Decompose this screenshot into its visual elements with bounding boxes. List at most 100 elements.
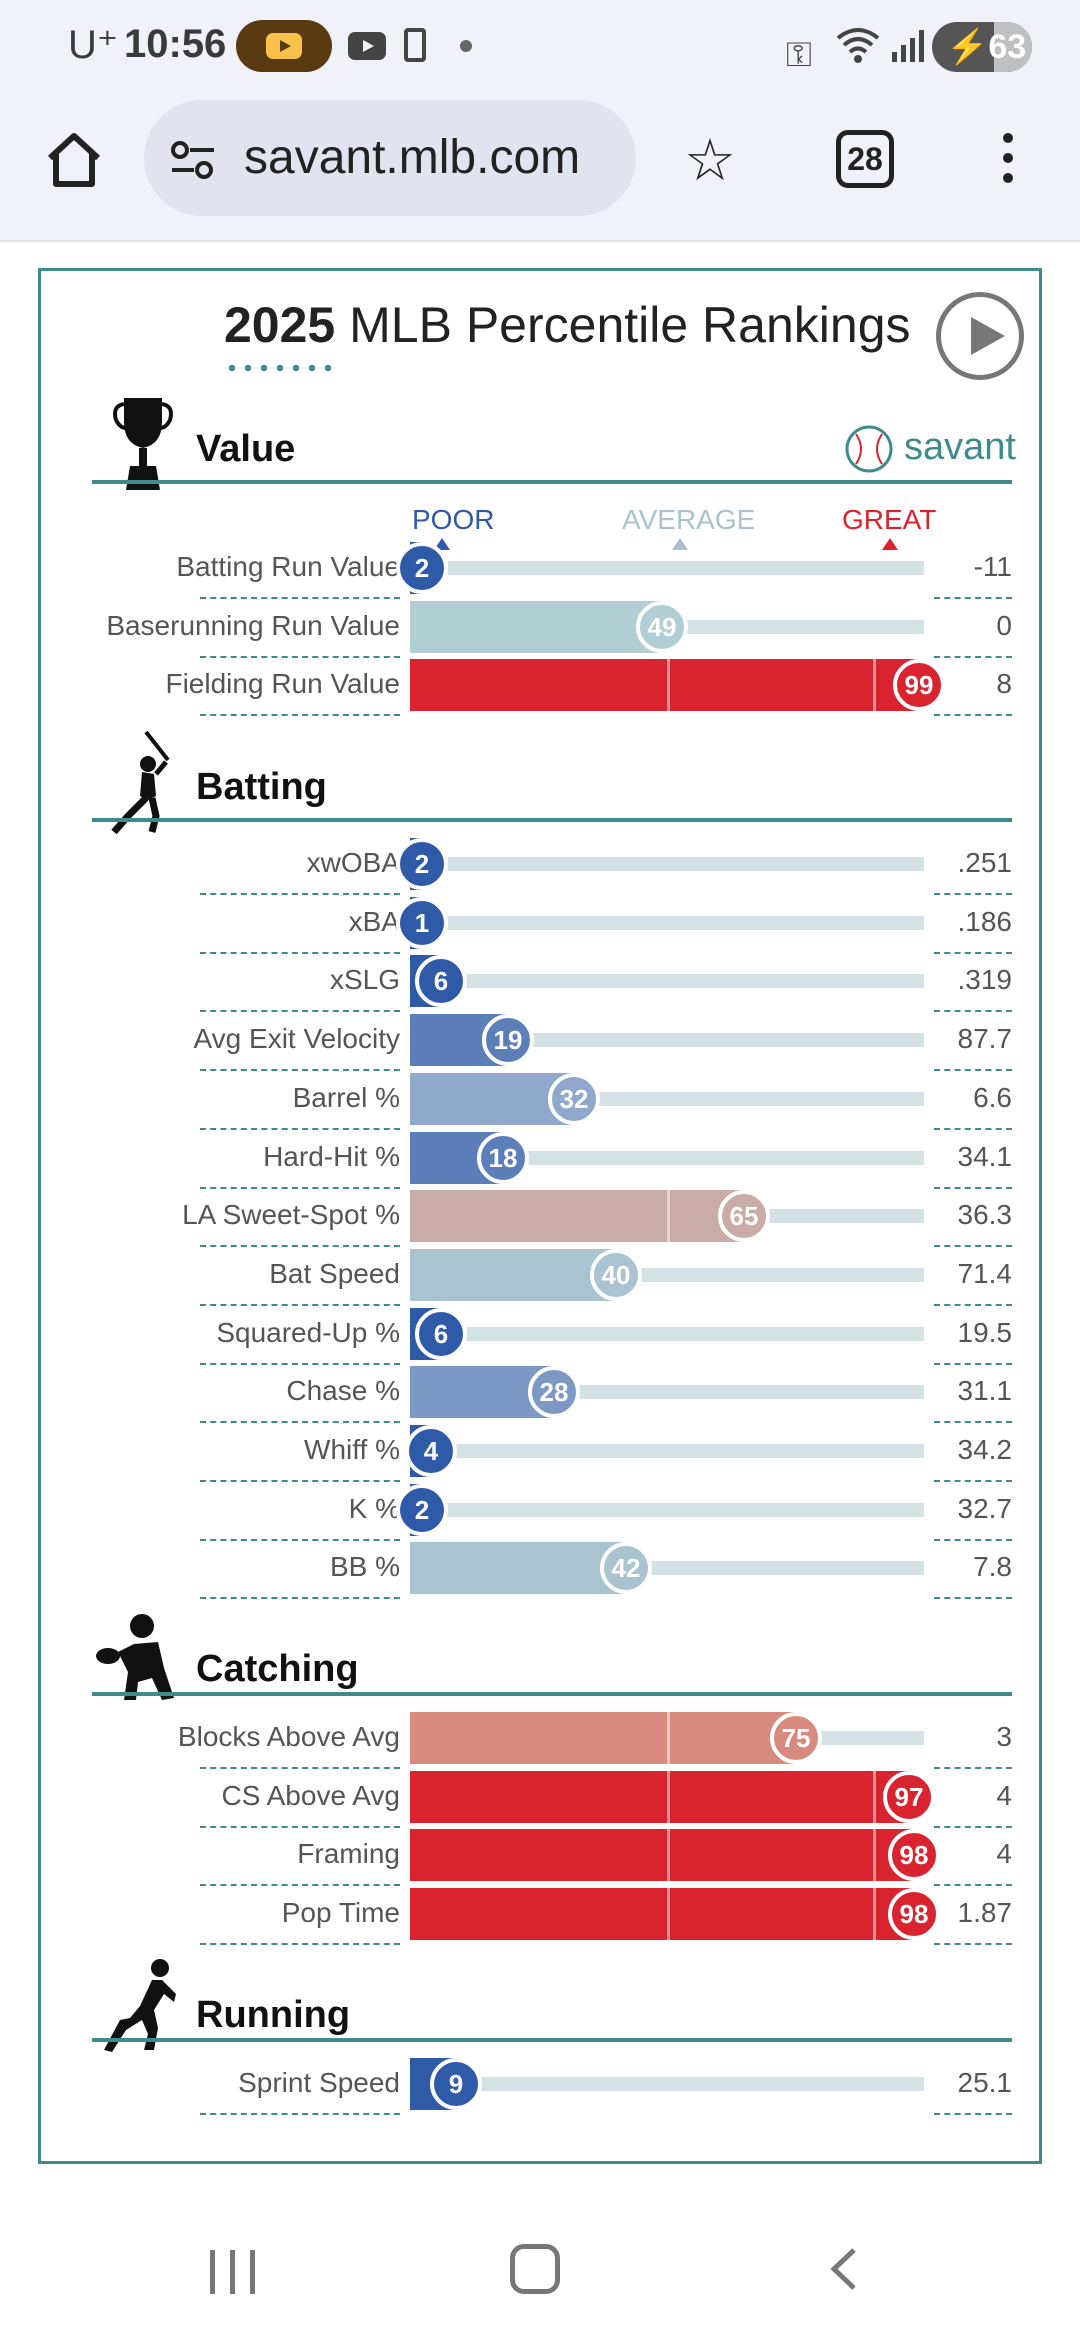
metric-label: Barrel % xyxy=(292,1082,400,1113)
percentile-track xyxy=(410,1503,924,1517)
percentile-track xyxy=(410,974,924,988)
legend-poor: POOR xyxy=(412,504,495,535)
row-divider xyxy=(200,1363,400,1365)
metric-value: 31.1 xyxy=(957,1375,1013,1406)
metric-label: BB % xyxy=(329,1551,400,1582)
more-menu-icon[interactable] xyxy=(998,130,1018,188)
title-year: 2025 xyxy=(224,297,336,353)
percentile-bar[interactable] xyxy=(410,601,662,653)
savant-brand: savant xyxy=(904,426,1016,468)
percentile-bar[interactable] xyxy=(410,1249,616,1301)
percentile-marker[interactable]: 1 xyxy=(396,897,448,949)
percentile-marker[interactable]: 75 xyxy=(770,1712,822,1764)
percentile-marker[interactable]: 6 xyxy=(415,1308,467,1360)
battery-indicator: ⚡63 xyxy=(932,22,1032,72)
row-divider xyxy=(934,1480,1012,1482)
row-divider xyxy=(934,597,1012,599)
home-icon[interactable] xyxy=(44,130,104,190)
youtube-icon xyxy=(348,32,386,60)
percentile-marker[interactable]: 6 xyxy=(415,955,467,1007)
row-divider xyxy=(934,1010,1012,1012)
row-divider xyxy=(200,1767,400,1769)
row-divider xyxy=(200,1597,400,1599)
row-divider xyxy=(934,1597,1012,1599)
percentile-marker[interactable]: 98 xyxy=(888,1888,940,1940)
trophy-icon xyxy=(113,398,173,490)
row-divider xyxy=(200,1245,400,1247)
percentile-marker[interactable]: 42 xyxy=(600,1542,652,1594)
section-divider xyxy=(92,480,1012,484)
row-divider xyxy=(934,714,1012,716)
metric-label: Bat Speed xyxy=(269,1258,400,1289)
bar-gridline xyxy=(667,1888,670,1940)
percentile-marker[interactable]: 18 xyxy=(477,1132,529,1184)
metric-value: 36.3 xyxy=(957,1199,1013,1230)
bar-gridline xyxy=(667,1712,670,1764)
percentile-track xyxy=(410,2077,924,2091)
section-divider xyxy=(92,2038,1012,2042)
bar-gridline xyxy=(873,1888,876,1940)
play-button[interactable] xyxy=(936,292,1024,380)
percentile-marker[interactable]: 99 xyxy=(893,659,945,711)
row-divider xyxy=(934,1539,1012,1541)
percentile-marker[interactable]: 65 xyxy=(718,1190,770,1242)
bookmark-star-icon[interactable]: ☆ xyxy=(684,128,736,193)
percentile-bar[interactable] xyxy=(410,1888,914,1940)
percentile-bar[interactable] xyxy=(410,1190,744,1242)
percentile-marker[interactable]: 98 xyxy=(888,1829,940,1881)
percentile-bar[interactable] xyxy=(410,1829,914,1881)
percentile-marker[interactable]: 40 xyxy=(590,1249,642,1301)
row-divider xyxy=(934,1069,1012,1071)
tab-switcher-button[interactable]: 28 xyxy=(836,130,894,188)
url-text[interactable]: savant.mlb.com xyxy=(244,131,581,184)
site-settings-icon[interactable] xyxy=(168,140,218,180)
percentile-track xyxy=(410,857,924,871)
metric-label: Chase % xyxy=(286,1375,400,1406)
metric-value: 34.2 xyxy=(957,1434,1013,1465)
catcher-icon xyxy=(96,1614,174,1700)
address-bar[interactable] xyxy=(144,100,636,216)
metric-label: xwOBA xyxy=(306,847,400,878)
percentile-bar[interactable] xyxy=(410,1542,626,1594)
percentile-track xyxy=(410,916,924,930)
percentile-marker[interactable]: 19 xyxy=(482,1014,534,1066)
section-title-running: Running xyxy=(196,1994,351,2036)
bar-gridline xyxy=(873,1771,876,1823)
back-icon[interactable] xyxy=(824,2246,870,2292)
percentile-marker[interactable]: 2 xyxy=(396,1484,448,1536)
status-bar xyxy=(0,0,1080,92)
percentile-bar[interactable] xyxy=(410,1771,909,1823)
percentile-bar[interactable] xyxy=(410,659,919,711)
percentile-marker[interactable]: 2 xyxy=(396,542,448,594)
percentile-bar[interactable] xyxy=(410,1073,574,1125)
legend-great: GREAT xyxy=(842,504,937,535)
row-divider xyxy=(934,2113,1012,2115)
metric-value: 8 xyxy=(996,668,1012,699)
percentile-track xyxy=(410,1033,924,1047)
percentile-marker[interactable]: 2 xyxy=(396,838,448,890)
row-divider xyxy=(200,1128,400,1130)
metric-label: Baserunning Run Value xyxy=(106,610,400,641)
percentile-marker[interactable]: 4 xyxy=(405,1425,457,1477)
percentile-marker[interactable]: 9 xyxy=(430,2058,482,2110)
row-divider xyxy=(200,597,400,599)
percentile-marker[interactable]: 32 xyxy=(548,1073,600,1125)
system-navigation-bar xyxy=(0,2200,1080,2340)
percentile-bar[interactable] xyxy=(410,1712,796,1764)
percentile-marker[interactable]: 49 xyxy=(636,601,688,653)
percentile-marker[interactable]: 97 xyxy=(883,1771,935,1823)
metric-value: .186 xyxy=(957,906,1013,937)
bar-gridline xyxy=(667,659,670,711)
status-time: 10:56 xyxy=(124,22,227,66)
metric-label: Pop Time xyxy=(281,1897,400,1928)
home-nav-icon[interactable] xyxy=(510,2244,560,2294)
row-divider xyxy=(934,1363,1012,1365)
metric-value: 3 xyxy=(996,1721,1012,1752)
recent-apps-icon[interactable] xyxy=(210,2250,256,2294)
row-divider xyxy=(200,1421,400,1423)
metric-label: LA Sweet-Spot % xyxy=(182,1199,400,1230)
bar-gridline xyxy=(873,659,876,711)
percentile-marker[interactable]: 28 xyxy=(528,1366,580,1418)
signal-icon xyxy=(892,30,924,62)
percentile-track xyxy=(410,561,924,575)
